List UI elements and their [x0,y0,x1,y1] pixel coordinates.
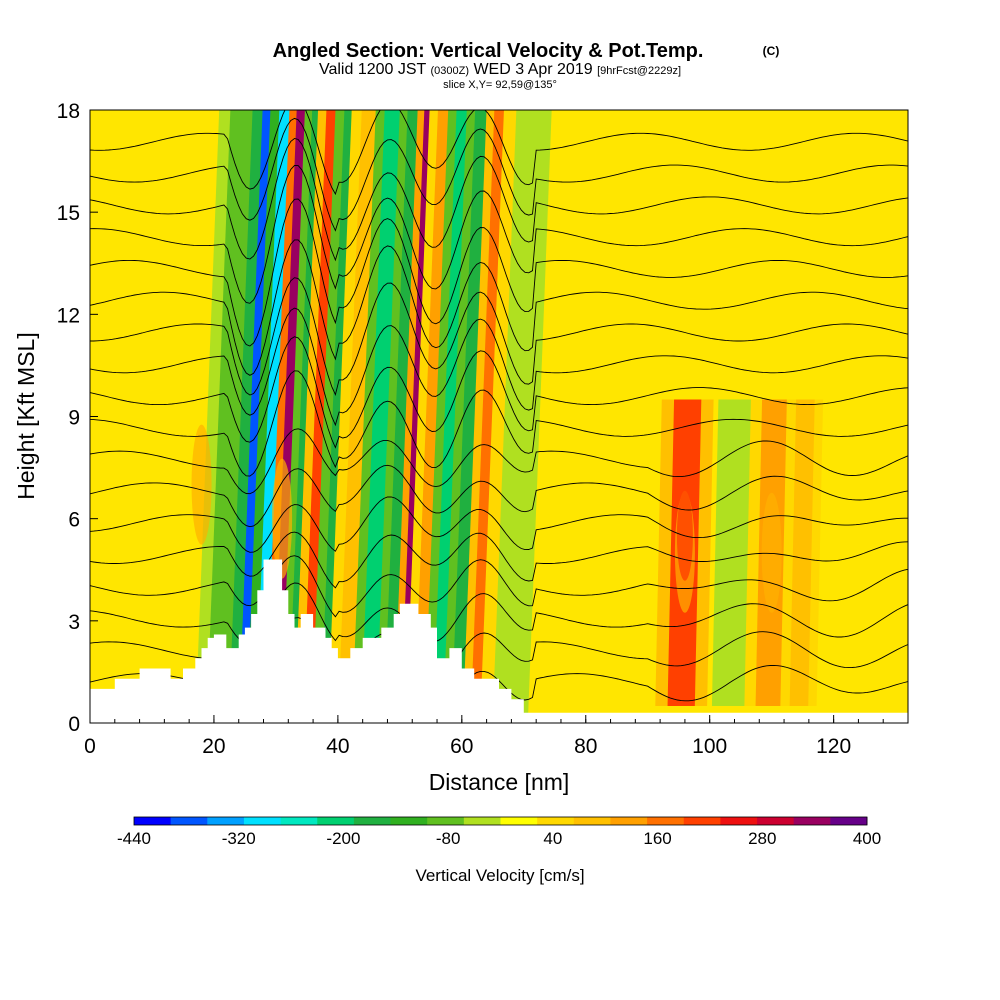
x-tick-label: 100 [692,735,727,758]
y-tick-label: 12 [57,304,80,327]
slice-label: slice X,Y= 92,59@135° [443,79,557,91]
subtitle-forecast: [9hrFcst@2229z] [597,65,681,77]
isentrope-line [90,110,908,196]
colorbar-tick-label: 280 [748,829,776,848]
x-tick-label: 0 [84,735,96,758]
isentrope-line [90,531,908,589]
colorbar-frame [133,816,868,826]
isentrope-line [90,336,908,449]
colorbar: -440 -320 -200 -80 40 160 280 400 [117,816,881,848]
subtitle-utc: (0300Z) [430,65,469,77]
y-axis-label: Height [Kft MSL] [13,332,39,499]
isentrope-line [90,582,908,644]
isentrope-line [90,277,908,396]
colorbar-swatch [390,817,428,825]
colorbar-swatch [793,817,831,825]
colorbar-swatch [573,817,611,825]
y-tick-label: 9 [68,407,80,430]
velocity-cell [272,458,293,579]
x-tick-label: 80 [574,735,597,758]
velocity-band [789,399,815,706]
isentrope-line [90,138,908,262]
x-tick-label: 20 [202,735,225,758]
velocity-band [720,399,748,706]
subtitle-date: WED 3 Apr 2019 [473,61,592,78]
colorbar-swatch [317,817,355,825]
colorbar-swatch [207,817,245,825]
chart-title: Angled Section: Vertical Velocity & Pot.… [273,40,704,62]
colorbar-swatch [720,817,758,825]
colorbar-label: Vertical Velocity [cm/s] [415,866,584,885]
isentrope-line [90,370,908,477]
terrain-mask [90,559,908,723]
colorbar-tick-label: 160 [643,829,671,848]
chart-title-suffix: (C) [763,44,780,58]
colorbar-swatch [683,817,721,825]
isentrope-line [90,307,908,427]
isentrope-line [90,428,908,495]
velocity-cell [761,492,782,613]
isentrope-line [90,464,908,528]
colorbar-swatch [427,817,465,825]
subtitle-valid: Valid 1200 JST [319,61,427,78]
velocity-cell [191,424,212,545]
colorbar-swatch [830,817,868,825]
colorbar-tick-label: -320 [222,829,256,848]
colorbar-tick-label: 400 [853,829,881,848]
colorbar-tick-label: -440 [117,829,151,848]
plot-area [90,110,908,723]
colorbar-swatch [537,817,575,825]
colorbar-tick-label: 40 [543,829,562,848]
isentrope-contours [90,110,908,719]
x-tick-label: 60 [450,735,473,758]
isentrope-line [90,239,908,376]
y-tick-label: 0 [68,713,80,736]
isentrope-line [90,117,908,232]
isentrope-line [90,198,908,347]
y-axis: 0 3 6 9 12 15 18 [57,100,98,736]
colorbar-swatch [647,817,685,825]
chart-subtitle: Valid 1200 JST (0300Z) WED 3 Apr 2019 [9… [319,61,681,78]
velocity-band [206,110,256,723]
colorbar-swatch [280,817,318,825]
x-axis-label: Distance [nm] [429,769,570,795]
colorbar-swatch [243,817,282,825]
colorbar-swatch [500,817,538,825]
velocity-band [360,110,405,723]
isentrope-line [90,164,908,304]
x-axis: 0 20 40 60 80 100 120 [84,715,909,758]
x-tick-label: 120 [816,735,851,758]
colorbar-swatch [610,817,648,825]
isentrope-line [90,555,908,618]
colorbar-swatch [170,817,208,825]
velocity-band [500,110,544,723]
y-tick-label: 18 [57,100,80,123]
colorbar-swatch [134,817,172,825]
y-tick-label: 15 [57,202,80,225]
isentrope-line [90,496,908,553]
colorbar-swatch [757,817,795,825]
colorbar-swatch [463,817,501,825]
y-tick-label: 6 [68,509,80,532]
colorbar-swatch [353,817,392,825]
colorbar-tick-label: -200 [326,829,360,848]
y-tick-label: 3 [68,611,80,634]
x-tick-label: 40 [326,735,349,758]
colorbar-tick-label: -80 [436,829,461,848]
